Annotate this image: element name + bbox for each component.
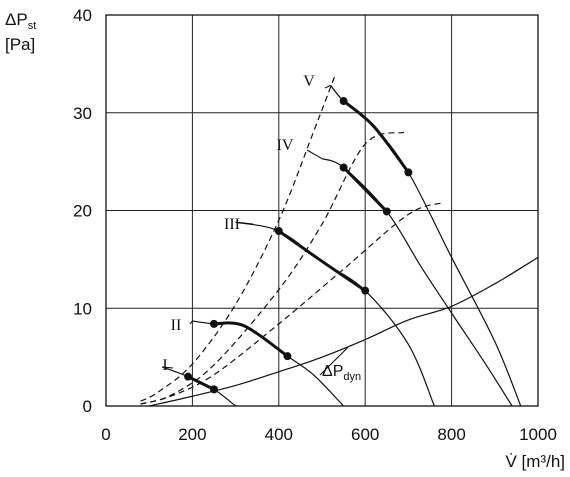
system-curve <box>140 75 336 402</box>
curve-label-leader <box>324 84 331 89</box>
fan-curve-operating-range <box>277 229 367 292</box>
fan-curve-III <box>235 221 435 407</box>
system-curve <box>140 131 405 405</box>
x-tick-label: 0 <box>101 425 110 444</box>
curve-label: V <box>303 73 315 90</box>
operating-point <box>382 207 391 216</box>
y-tick-label: 0 <box>83 397 92 416</box>
operating-point <box>339 163 348 172</box>
y-axis-title: ΔPst <box>5 10 36 32</box>
pdyn-label: ΔPdyn <box>322 363 361 383</box>
y-tick-labels: 0 10 20 30 40 <box>73 6 92 416</box>
x-axis-title: V̇ [m³/h] <box>505 452 565 471</box>
operating-point <box>184 372 193 381</box>
x-tick-label: 600 <box>351 425 379 444</box>
x-tick-label: 400 <box>265 425 293 444</box>
operating-point <box>404 168 413 177</box>
x-tick-label: 800 <box>437 425 465 444</box>
fan-curve-line <box>192 320 345 407</box>
fan-curves <box>161 84 522 407</box>
curve-label-leader <box>306 149 323 160</box>
curve-label: I <box>162 357 167 374</box>
fan-curve-I <box>161 366 236 407</box>
pdyn-label-leader <box>319 346 349 376</box>
fan-curve-IV <box>321 158 513 407</box>
y-axis-unit: [Pa] <box>5 35 35 54</box>
curve-label: III <box>224 216 240 233</box>
fan-curve-V <box>330 84 522 407</box>
y-tick-label: 20 <box>73 202 92 221</box>
curve-label-leader <box>189 320 193 325</box>
pdyn-label-main: ΔP <box>322 363 343 380</box>
system-curve <box>140 202 444 405</box>
x-tick-labels: 0 200 400 600 800 1000 <box>101 425 557 444</box>
operating-point <box>339 97 348 106</box>
fan-curve-operating-range <box>342 99 410 174</box>
pdyn-label-sub: dyn <box>343 371 361 383</box>
fan-curve-operating-range <box>213 321 289 358</box>
operating-point <box>361 286 370 295</box>
curve-label-leader <box>162 366 174 369</box>
fan-curve-II <box>192 319 345 407</box>
y-axis-title-main: ΔP <box>5 10 28 29</box>
fan-curve-line <box>330 84 522 407</box>
dynamic-pressure-line <box>149 256 539 407</box>
dynamic-pressure-curve <box>149 256 539 407</box>
operating-point <box>210 319 218 328</box>
system-curves <box>140 75 444 405</box>
y-axis-title-sub: st <box>28 20 37 32</box>
y-tick-label: 40 <box>73 6 92 25</box>
curve-label-leader <box>235 221 254 225</box>
y-tick-label: 30 <box>73 104 92 123</box>
grid <box>106 15 538 406</box>
operating-point <box>283 352 292 361</box>
x-tick-label: 1000 <box>519 425 557 444</box>
curve-label: IV <box>277 137 294 154</box>
x-tick-label: 200 <box>178 425 206 444</box>
operating-point <box>210 385 218 394</box>
operating-point <box>274 227 283 236</box>
curve-label: II <box>171 317 182 334</box>
y-tick-label: 10 <box>73 299 92 318</box>
plot-frame <box>105 14 539 407</box>
axis-frame <box>105 14 539 407</box>
